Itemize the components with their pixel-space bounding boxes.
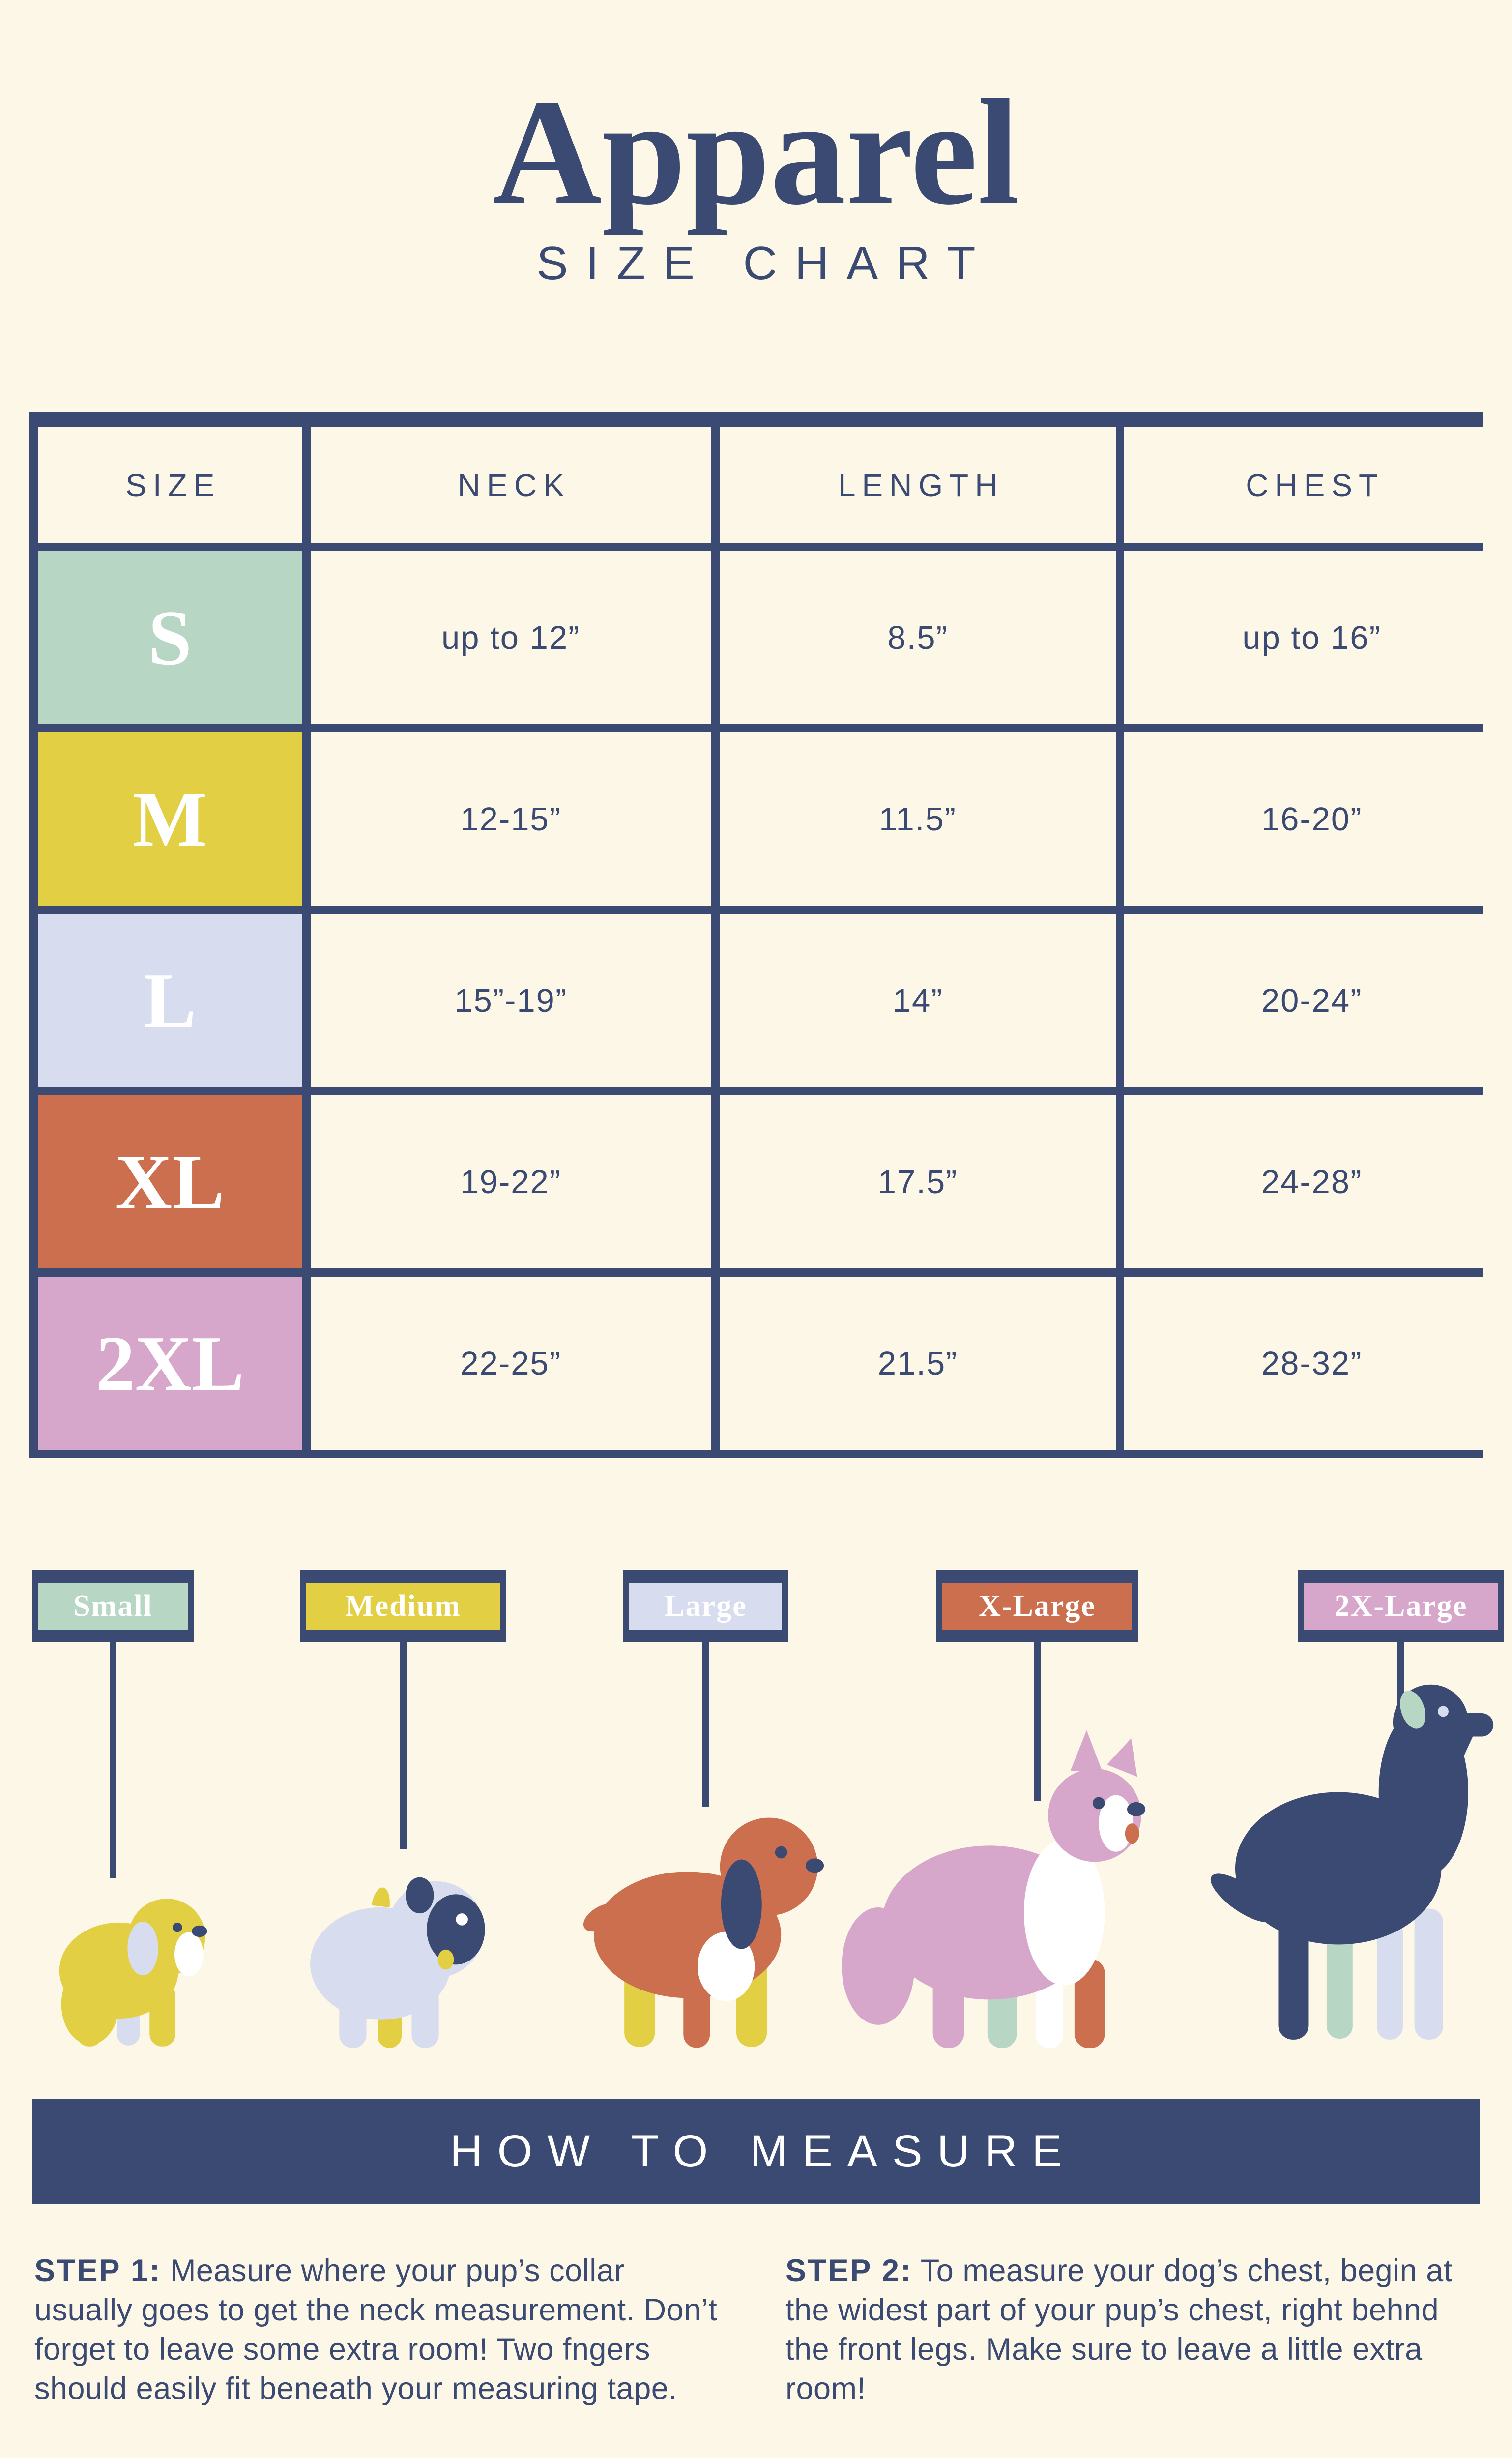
- size-sign-medium: Medium: [300, 1570, 506, 1849]
- sign-stick: [1034, 1642, 1041, 1801]
- chest-cell: 20-24”: [1124, 914, 1499, 1087]
- chest-cell: up to 16”: [1124, 551, 1499, 725]
- neck-cell: 15”-19”: [310, 914, 711, 1087]
- size-sign-large: Large: [623, 1570, 788, 1808]
- sign-stick: [702, 1642, 709, 1808]
- how-to-measure-title: HOW TO MEASURE: [450, 2126, 1077, 2177]
- step-1-label: STEP 1:: [34, 2253, 161, 2288]
- size-cell-m: M: [38, 732, 302, 906]
- dog-x-large-icon: [842, 1730, 1145, 2048]
- step-2-label: STEP 2:: [785, 2253, 912, 2288]
- neck-cell: 22-25”: [310, 1277, 711, 1450]
- step-2-text: To measure your dog’s chest, begin at th…: [785, 2253, 1453, 2406]
- dog-size-illustration: Small Medium Large X-Large 2X-Large: [0, 1570, 1512, 2052]
- length-cell: 14”: [719, 914, 1116, 1087]
- length-cell: 21.5”: [719, 1277, 1116, 1450]
- page-title: Apparel: [492, 68, 1020, 236]
- size-sign-2x-large: 2X-Large: [1298, 1570, 1504, 1757]
- size-sign-small: Small: [32, 1570, 194, 1879]
- dog-small-icon: [59, 1899, 207, 2047]
- sign-label-large: Large: [629, 1583, 782, 1630]
- column-header-length: LENGTH: [719, 427, 1116, 543]
- sign-label-medium: Medium: [306, 1583, 500, 1630]
- sign-label-2x-large: 2X-Large: [1304, 1583, 1498, 1630]
- neck-cell: 19-22”: [310, 1095, 711, 1269]
- length-cell: 8.5”: [719, 551, 1116, 725]
- size-cell-xl: XL: [38, 1095, 302, 1269]
- header: Apparel SIZE CHART: [0, 0, 1512, 291]
- size-cell-l: L: [38, 914, 302, 1087]
- length-cell: 11.5”: [719, 732, 1116, 906]
- size-cell-2xl: 2XL: [38, 1277, 302, 1450]
- how-to-measure-banner: HOW TO MEASURE: [32, 2099, 1480, 2205]
- dog-medium-icon: [310, 1877, 485, 2048]
- step-1-text: Measure where your pup’s collar usually …: [34, 2253, 718, 2406]
- length-cell: 17.5”: [719, 1095, 1116, 1269]
- size-cell-s: S: [38, 551, 302, 725]
- step-2: STEP 2: To measure your dog’s chest, beg…: [785, 2251, 1478, 2408]
- chest-cell: 24-28”: [1124, 1095, 1499, 1269]
- neck-cell: 12-15”: [310, 732, 711, 906]
- sign-stick: [400, 1642, 407, 1849]
- column-header-neck: NECK: [310, 427, 711, 543]
- column-header-chest: CHEST: [1124, 427, 1499, 543]
- sign-label-x-large: X-Large: [942, 1583, 1132, 1630]
- measure-steps: STEP 1: Measure where your pup’s collar …: [34, 2251, 1478, 2408]
- sign-stick: [110, 1642, 116, 1879]
- size-sign-x-large: X-Large: [936, 1570, 1138, 1801]
- neck-cell: up to 12”: [310, 551, 711, 725]
- dog-large-icon: [583, 1817, 824, 2048]
- column-header-size: SIZE: [38, 427, 302, 543]
- step-1: STEP 1: Measure where your pup’s collar …: [34, 2251, 727, 2408]
- sign-label-small: Small: [38, 1583, 188, 1630]
- chest-cell: 16-20”: [1124, 732, 1499, 906]
- chest-cell: 28-32”: [1124, 1277, 1499, 1450]
- page-subtitle: SIZE CHART: [536, 237, 993, 290]
- size-table: SIZE NECK LENGTH CHEST S up to 12” 8.5” …: [29, 412, 1499, 1459]
- dog-2x-large-icon: [1210, 1684, 1494, 2040]
